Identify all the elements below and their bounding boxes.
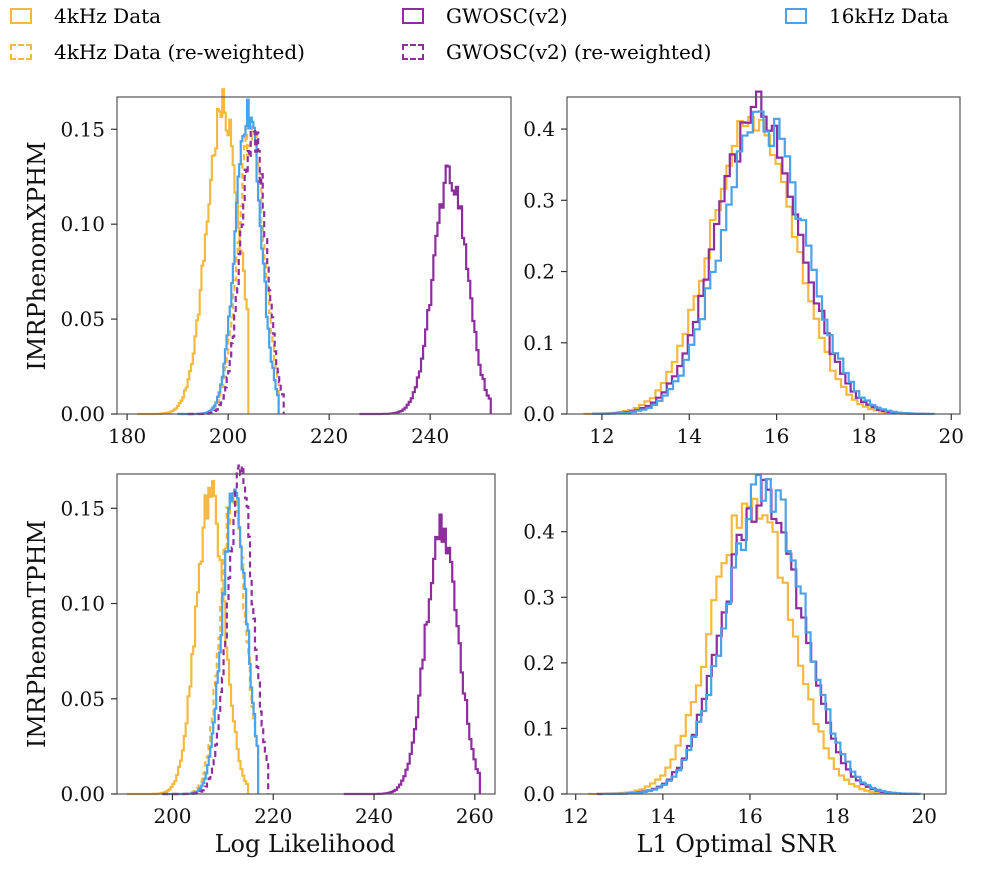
x-tick-label: 12 [589, 424, 614, 448]
y-tick-label: 0.15 [60, 496, 105, 520]
legend-item-4khz: 4kHz Data [10, 4, 161, 28]
x-tick-label: 18 [824, 804, 849, 828]
x-tick-label: 220 [310, 424, 348, 448]
x-tick-label: 20 [911, 804, 936, 828]
x-tick-label: 12 [563, 804, 588, 828]
y-tick-label: 0.00 [60, 402, 105, 426]
x-tick-label: 16 [764, 424, 789, 448]
legend-item-4khz-reweighted: 4kHz Data (re-weighted) [10, 40, 305, 64]
x-tick-label: 240 [411, 424, 449, 448]
x-tick-label: 18 [851, 424, 876, 448]
y-tick-label: 0.4 [523, 520, 555, 544]
histogram-16khz-data [592, 110, 935, 416]
y-tick-label: 0.10 [60, 592, 105, 616]
histogram-16khz-data [162, 488, 260, 796]
x-tick-label: 240 [355, 804, 393, 828]
histogram-gwosc-v2- [359, 164, 492, 416]
axes-frame [116, 96, 512, 415]
panel-tphm-snr: 12 14 16 18 20 0.0 0.1 0.2 0.3 0.4 [523, 473, 947, 828]
legend-item-gwosc: GWOSC(v2) [402, 4, 568, 28]
legend-swatch-solid-blue [785, 8, 807, 24]
y-tick-label: 0.3 [523, 188, 555, 212]
panels: 180 200 220 240 0.00 0.05 0.10 0.15 12 14 16 18 20 0.… [60, 88, 964, 828]
histogram-gwosc-v2- [343, 513, 481, 796]
y-tick-label: 0.15 [60, 117, 105, 141]
x-tick-label: 14 [677, 424, 702, 448]
y-tick-label: 0.00 [60, 782, 105, 806]
y-tick-label: 0.0 [523, 782, 555, 806]
x-tick-label: 260 [456, 804, 494, 828]
y-tick-label: 0.2 [523, 651, 555, 675]
legend-swatch-dashed-purple [402, 44, 424, 60]
histogram-16khz-data [177, 98, 280, 416]
axes-frame [566, 473, 947, 795]
legend-item-gwosc-reweighted: GWOSC(v2) (re-weighted) [402, 40, 711, 64]
x-tick-label: 200 [209, 424, 247, 448]
legend-swatch-solid-orange [10, 8, 32, 24]
legend-label: GWOSC(v2) (re-weighted) [446, 40, 712, 64]
histogram-gwosc-v2- [596, 478, 917, 796]
y-tick-label: 0.4 [523, 117, 555, 141]
col-label-snr: L1 Optimal SNR [636, 830, 836, 858]
y-tick-label: 0.05 [60, 307, 105, 331]
x-tick-label: 20 [939, 424, 964, 448]
x-tick-label: 14 [650, 804, 675, 828]
row-label-xphm-text: IMRPhenomXPHM [23, 141, 51, 370]
legend: 4kHz Data GWOSC(v2) 16kHz Data 4kHz Data… [0, 0, 996, 72]
histogram-16khz-data [600, 474, 921, 796]
histogram-4khz-data-re-weighted- [152, 492, 260, 796]
histogram-4khz-data [127, 479, 250, 796]
x-tick-label: 220 [254, 804, 292, 828]
y-tick-label: 0.1 [523, 716, 555, 740]
histogram-gwosc-v2-re-weighted- [187, 129, 285, 416]
x-tick-label: 180 [108, 424, 146, 448]
x-tick-label: 200 [153, 804, 191, 828]
histogram-4khz-data [583, 115, 935, 416]
panel-tphm-loglikelihood: 200 220 240 260 0.00 0.05 0.10 0.15 [60, 464, 496, 828]
legend-label: 4kHz Data [54, 4, 162, 28]
legend-swatch-solid-purple [402, 8, 424, 24]
row-label-tphm-text: IMRPhenomTPHM [23, 520, 51, 748]
legend-label: GWOSC(v2) [446, 4, 568, 28]
histogram-gwosc-v2- [592, 90, 931, 416]
x-tick-label: 16 [737, 804, 762, 828]
legend-label: 4kHz Data (re-weighted) [54, 40, 305, 64]
col-label-loglikelihood: Log Likelihood [215, 830, 396, 858]
histogram-4khz-data [137, 88, 250, 416]
y-tick-label: 0.2 [523, 260, 555, 284]
y-tick-label: 0.0 [523, 402, 555, 426]
y-tick-label: 0.05 [60, 687, 105, 711]
histogram-4khz-data [587, 497, 917, 796]
legend-swatch-dashed-orange [10, 44, 32, 60]
axes-frame [566, 96, 961, 415]
legend-item-16khz: 16kHz Data [785, 4, 949, 28]
axes-frame [116, 473, 496, 795]
legend-label: 16kHz Data [829, 4, 949, 28]
y-tick-label: 0.10 [60, 212, 105, 236]
y-tick-label: 0.1 [523, 331, 555, 355]
panel-xphm-loglikelihood: 180 200 220 240 0.00 0.05 0.10 0.15 [60, 88, 512, 448]
y-tick-label: 0.3 [523, 585, 555, 609]
panel-xphm-snr: 12 14 16 18 20 0.0 0.1 0.2 0.3 0.4 [523, 90, 964, 448]
